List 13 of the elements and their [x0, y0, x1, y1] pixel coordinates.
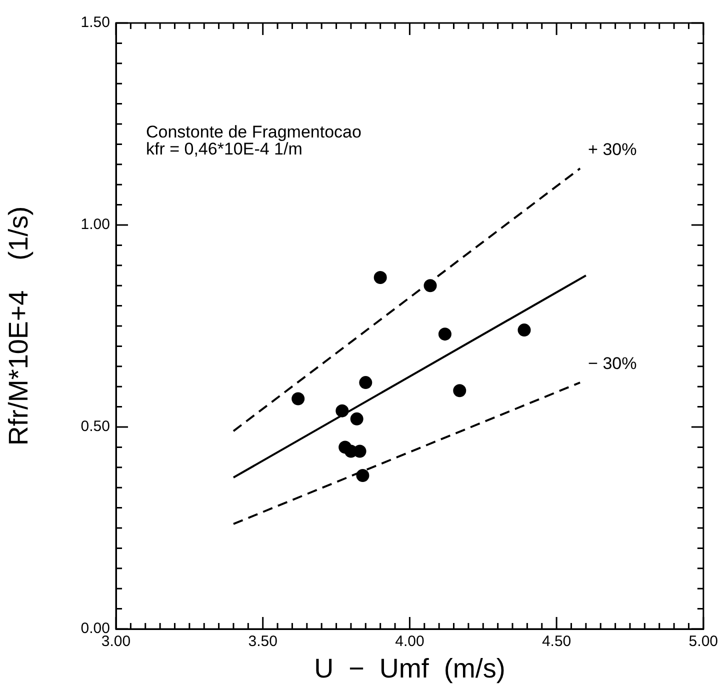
y-axis-title: Rfr/M*10E+4 (1/s) [4, 206, 34, 446]
x-tick-label: 5.00 [688, 633, 718, 650]
annotation: Constonte de Fragmentocao kfr = 0,46*10E-4 1/m [146, 122, 362, 159]
y-tick-label: 1.00 [80, 216, 110, 234]
annotation: − 30% [588, 354, 637, 374]
y-tick-label: 0.50 [80, 418, 110, 436]
x-tick-label: 3.00 [101, 633, 131, 650]
x-tick-label: 3.50 [248, 633, 278, 650]
x-tick-label: 4.50 [542, 633, 572, 650]
y-tick-label: 1.50 [80, 14, 110, 32]
x-axis-title: U − Umf (m/s) [314, 653, 506, 684]
annotation: + 30% [588, 140, 637, 160]
x-tick-label: 4.00 [395, 633, 424, 650]
